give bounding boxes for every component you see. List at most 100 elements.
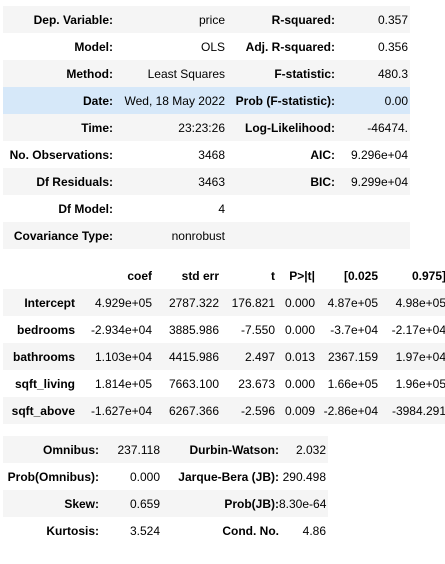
ci-upper-value: -3984.291 bbox=[378, 397, 445, 424]
column-header: t bbox=[219, 262, 275, 289]
column-header: [0.025 bbox=[315, 262, 378, 289]
summary-value: price bbox=[113, 6, 225, 33]
summary-label: Log-Likelihood: bbox=[225, 114, 335, 141]
coef-value: -1.627e+04 bbox=[75, 397, 152, 424]
summary-label: BIC: bbox=[225, 168, 335, 195]
ci-lower-value: -3.7e+04 bbox=[315, 316, 378, 343]
summary-value: 0.356 bbox=[335, 33, 410, 60]
variable-name: sqft_living bbox=[3, 370, 75, 397]
summary-label: Date: bbox=[3, 87, 113, 114]
column-header: 0.975] bbox=[378, 262, 445, 289]
summary-value: Wed, 18 May 2022 bbox=[113, 87, 225, 114]
diagnostic-label: Kurtosis: bbox=[3, 517, 99, 544]
t-value: 176.821 bbox=[219, 289, 275, 316]
summary-row: Df Residuals: 3463 BIC: 9.299e+04 bbox=[3, 168, 410, 195]
column-header: P>|t| bbox=[275, 262, 315, 289]
summary-value: OLS bbox=[113, 33, 225, 60]
diagnostic-label: Skew: bbox=[3, 490, 99, 517]
ci-upper-value: 4.98e+05 bbox=[378, 289, 445, 316]
coefficient-row: sqft_above -1.627e+04 6267.366 -2.596 0.… bbox=[3, 397, 445, 424]
summary-value: 9.299e+04 bbox=[335, 168, 410, 195]
variable-name: Intercept bbox=[3, 289, 75, 316]
t-value: 23.673 bbox=[219, 370, 275, 397]
t-value: -7.550 bbox=[219, 316, 275, 343]
diagnostic-value: 0.000 bbox=[99, 463, 160, 490]
diagnostic-value: 0.659 bbox=[99, 490, 160, 517]
coef-value: -2.934e+04 bbox=[75, 316, 152, 343]
summary-value: 23:23:26 bbox=[113, 114, 225, 141]
p-value: 0.000 bbox=[275, 370, 315, 397]
diagnostic-label: Omnibus: bbox=[3, 436, 99, 463]
diagnostic-value: 290.498 bbox=[279, 463, 328, 490]
ci-lower-value: 1.66e+05 bbox=[315, 370, 378, 397]
summary-row: Covariance Type: nonrobust bbox=[3, 222, 410, 249]
diagnostic-value: 4.86 bbox=[279, 517, 328, 544]
diagnostic-label: Prob(Omnibus): bbox=[3, 463, 99, 490]
t-value: 2.497 bbox=[219, 343, 275, 370]
summary-label: Prob (F-statistic): bbox=[225, 87, 335, 114]
summary-value: Least Squares bbox=[113, 60, 225, 87]
summary-label: No. Observations: bbox=[3, 141, 113, 168]
coefficient-row: bathrooms 1.103e+04 4415.986 2.497 0.013… bbox=[3, 343, 445, 370]
p-value: 0.000 bbox=[275, 289, 315, 316]
coef-value: 4.929e+05 bbox=[75, 289, 152, 316]
coef-value: 1.103e+04 bbox=[75, 343, 152, 370]
variable-name: bedrooms bbox=[3, 316, 75, 343]
diagnostics-row: Skew: 0.659 Prob(JB): 8.30e-64 bbox=[3, 490, 328, 517]
summary-value: 3463 bbox=[113, 168, 225, 195]
coefficients-table: coef std err t P>|t| [0.025 0.975] Inter… bbox=[3, 262, 445, 424]
diagnostic-label: Jarque-Bera (JB): bbox=[160, 463, 279, 490]
variable-name: bathrooms bbox=[3, 343, 75, 370]
coef-value: 1.814e+05 bbox=[75, 370, 152, 397]
summary-label: Df Residuals: bbox=[3, 168, 113, 195]
std-err-value: 6267.366 bbox=[152, 397, 219, 424]
p-value: 0.013 bbox=[275, 343, 315, 370]
t-value: -2.596 bbox=[219, 397, 275, 424]
coefficient-row: bedrooms -2.934e+04 3885.986 -7.550 0.00… bbox=[3, 316, 445, 343]
coefficients-header-row: coef std err t P>|t| [0.025 0.975] bbox=[3, 262, 445, 289]
p-value: 0.000 bbox=[275, 316, 315, 343]
diagnostics-row: Prob(Omnibus): 0.000 Jarque-Bera (JB): 2… bbox=[3, 463, 328, 490]
std-err-value: 7663.100 bbox=[152, 370, 219, 397]
ci-upper-value: -2.17e+04 bbox=[378, 316, 445, 343]
summary-label: Df Model: bbox=[3, 195, 113, 222]
summary-value: 480.3 bbox=[335, 60, 410, 87]
summary-row: No. Observations: 3468 AIC: 9.296e+04 bbox=[3, 141, 410, 168]
ci-upper-value: 1.97e+04 bbox=[378, 343, 445, 370]
summary-label: F-statistic: bbox=[225, 60, 335, 87]
summary-value bbox=[335, 195, 410, 222]
summary-label: Adj. R-squared: bbox=[225, 33, 335, 60]
summary-label bbox=[225, 195, 335, 222]
coefficient-row: Intercept 4.929e+05 2787.322 176.821 0.0… bbox=[3, 289, 445, 316]
diagnostic-label: Durbin-Watson: bbox=[160, 436, 279, 463]
std-err-value: 4415.986 bbox=[152, 343, 219, 370]
std-err-value: 3885.986 bbox=[152, 316, 219, 343]
summary-label: Dep. Variable: bbox=[3, 6, 113, 33]
diagnostic-value: 237.118 bbox=[99, 436, 160, 463]
ci-lower-value: 2367.159 bbox=[315, 343, 378, 370]
std-err-value: 2787.322 bbox=[152, 289, 219, 316]
column-header: std err bbox=[152, 262, 219, 289]
summary-label bbox=[225, 222, 335, 249]
summary-value bbox=[335, 222, 410, 249]
diagnostic-value: 3.524 bbox=[99, 517, 160, 544]
summary-value: 4 bbox=[113, 195, 225, 222]
summary-value: 3468 bbox=[113, 141, 225, 168]
column-header bbox=[3, 262, 75, 289]
coefficient-row: sqft_living 1.814e+05 7663.100 23.673 0.… bbox=[3, 370, 445, 397]
summary-row: Df Model: 4 bbox=[3, 195, 410, 222]
ci-lower-value: 4.87e+05 bbox=[315, 289, 378, 316]
summary-label: AIC: bbox=[225, 141, 335, 168]
column-header: coef bbox=[75, 262, 152, 289]
summary-value: 9.296e+04 bbox=[335, 141, 410, 168]
diagnostics-table: Omnibus: 237.118 Durbin-Watson: 2.032 Pr… bbox=[3, 436, 328, 544]
diagnostic-value: 2.032 bbox=[279, 436, 328, 463]
p-value: 0.009 bbox=[275, 397, 315, 424]
ci-upper-value: 1.96e+05 bbox=[378, 370, 445, 397]
summary-label: Model: bbox=[3, 33, 113, 60]
summary-label: R-squared: bbox=[225, 6, 335, 33]
summary-row: Method: Least Squares F-statistic: 480.3 bbox=[3, 60, 410, 87]
summary-value: nonrobust bbox=[113, 222, 225, 249]
ci-lower-value: -2.86e+04 bbox=[315, 397, 378, 424]
diagnostics-row: Kurtosis: 3.524 Cond. No. 4.86 bbox=[3, 517, 328, 544]
